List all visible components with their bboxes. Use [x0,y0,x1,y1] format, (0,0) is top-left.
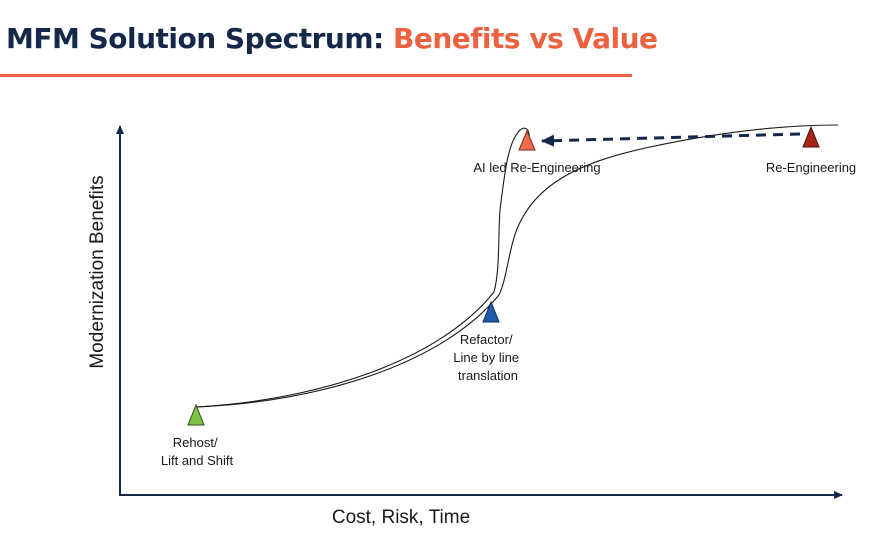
title-underline [0,74,632,77]
rehost-marker [187,403,205,426]
rehost-label: Rehost/ Lift and Shift [161,435,234,468]
page-title: MFM Solution Spectrum: Benefits vs Value [6,22,658,55]
title-accent: Benefits vs Value [392,22,658,55]
refactor-label: Refactor/ Line by line translation [453,332,522,383]
ai-reengineering-marker [518,129,536,151]
spectrum-curve-ai [195,127,530,408]
title-main: MFM Solution Spectrum: [6,22,384,55]
y-axis-label: Modernization Benefits [87,175,108,368]
refactor-marker [482,300,500,323]
dashed-arrow [541,132,801,147]
x-axis-label: Cost, Risk, Time [332,507,470,528]
ai-reengineering-label: AI led Re-Engineering [473,160,600,175]
reengineering-marker [802,125,820,148]
reengineering-label: Re-Engineering [766,160,856,175]
